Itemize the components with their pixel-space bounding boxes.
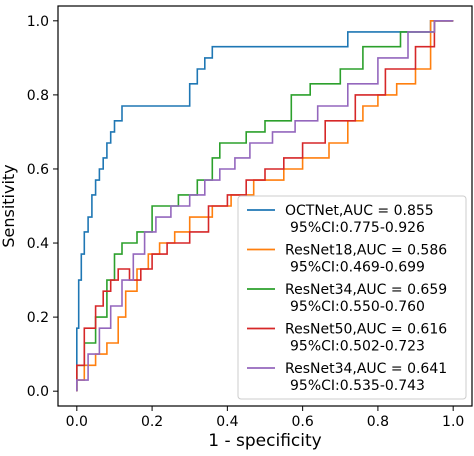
- y-tick-label: 1.0: [27, 14, 49, 30]
- legend-box: [237, 195, 467, 400]
- x-tick-label: 0.4: [216, 414, 238, 430]
- y-tick-label: 0.0: [27, 384, 49, 400]
- x-tick-label: 1.0: [442, 414, 464, 430]
- y-tick-label: 0.8: [27, 88, 49, 104]
- x-tick-label: 0.8: [367, 414, 389, 430]
- plot-frame: [57, 5, 473, 407]
- x-tick-label: 0.2: [141, 414, 163, 430]
- legend-ci-series-1: 95%CI:0.775-0.926: [290, 220, 425, 236]
- roc-curve-series-5: [76, 19, 454, 392]
- y-tick-label: 0.2: [27, 310, 49, 326]
- legend-label-series-1: OCTNet,AUC = 0.855: [285, 203, 434, 219]
- y-tick-label: 0.4: [27, 236, 49, 252]
- roc-curve-series-1: [76, 19, 454, 392]
- legend-ci-series-3: 95%CI:0.550-0.760: [290, 299, 425, 315]
- x-axis-ticks: 0.0 0.2 0.4 0.6 0.8 1.0: [66, 406, 464, 430]
- x-axis-label: 1 - specificity: [208, 431, 321, 451]
- legend-label-series-4: ResNet50,AUC = 0.616: [285, 322, 447, 338]
- curves-group: [76, 19, 454, 392]
- legend-ci-series-4: 95%CI:0.502-0.723: [290, 339, 425, 355]
- y-tick-label: 0.6: [27, 162, 49, 178]
- x-tick-label: 0.0: [66, 414, 88, 430]
- legend-label-series-2: ResNet18,AUC = 0.586: [285, 243, 447, 259]
- y-axis-ticks: 0.0 0.2 0.4 0.6 0.8 1.0: [27, 14, 58, 400]
- legend-label-series-3: ResNet34,AUC = 0.659: [285, 282, 447, 298]
- x-tick-label: 0.6: [292, 414, 314, 430]
- legend-ci-series-5: 95%CI:0.535-0.743: [290, 378, 425, 394]
- legend-ci-series-2: 95%CI:0.469-0.699: [290, 260, 425, 276]
- roc-curve-series-4: [76, 19, 454, 392]
- legend-label-series-5: ResNet34,AUC = 0.641: [285, 361, 447, 377]
- y-axis-label: Sensitivity: [0, 164, 18, 247]
